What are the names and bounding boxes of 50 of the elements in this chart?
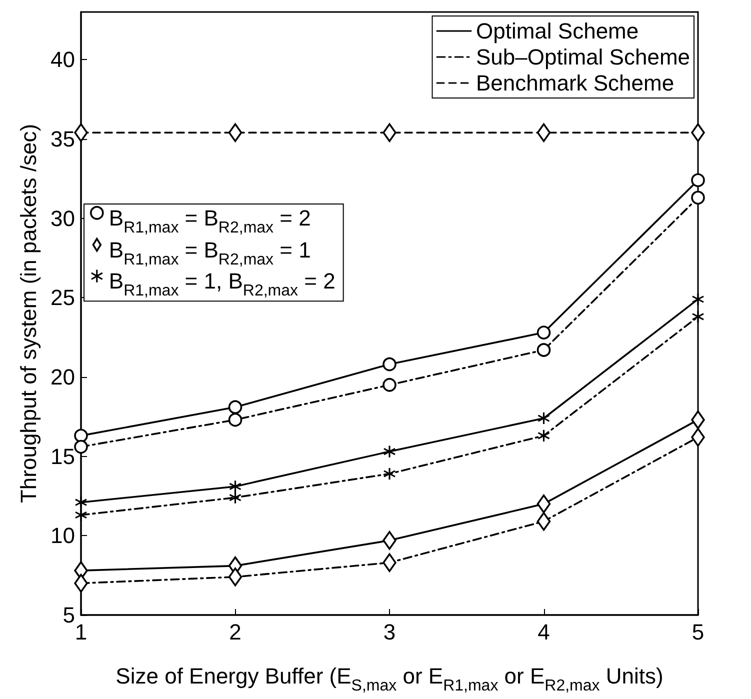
y-tick-label: 25 xyxy=(50,285,75,310)
point xyxy=(538,430,550,442)
point xyxy=(229,492,242,504)
point xyxy=(538,412,550,424)
point xyxy=(382,531,396,550)
y-tick-label: 5 xyxy=(62,602,75,628)
legend-label: Benchmark Scheme xyxy=(476,70,674,96)
point xyxy=(382,357,396,372)
point xyxy=(691,173,705,188)
point xyxy=(691,410,705,430)
x-tick-label: 5 xyxy=(692,620,704,644)
point xyxy=(691,428,705,447)
point xyxy=(382,378,396,392)
point xyxy=(74,428,88,443)
point xyxy=(75,496,87,508)
point xyxy=(75,509,87,521)
point xyxy=(692,310,704,322)
point xyxy=(74,440,88,454)
point xyxy=(74,574,88,593)
point xyxy=(382,123,396,142)
point xyxy=(228,412,242,427)
y-tick-label: 35 xyxy=(50,126,75,152)
x-tick-label: 3 xyxy=(383,620,396,644)
point xyxy=(536,326,551,340)
y-axis-title: Throughput of system (in packets /sec) xyxy=(16,124,42,504)
point xyxy=(228,400,242,414)
y-tick-label: 20 xyxy=(50,364,75,390)
point xyxy=(536,343,551,357)
point xyxy=(382,553,396,572)
point xyxy=(74,123,88,142)
point xyxy=(692,293,704,306)
point xyxy=(384,446,396,458)
point xyxy=(691,190,705,205)
x-tick-label: 1 xyxy=(74,620,88,644)
point xyxy=(228,568,242,586)
point xyxy=(228,123,242,142)
y-tick-label: 30 xyxy=(50,206,75,231)
x-tick-label: 2 xyxy=(229,620,242,644)
point xyxy=(229,480,242,492)
y-tick-label: 40 xyxy=(50,47,75,72)
point xyxy=(536,494,551,514)
legend-label: Optimal Scheme xyxy=(476,18,639,44)
legend-label: Sub–Optimal Scheme xyxy=(476,44,690,70)
point xyxy=(691,123,705,142)
x-tick-label: 4 xyxy=(538,620,550,644)
point xyxy=(384,468,396,480)
point xyxy=(536,123,551,142)
y-tick-label: 10 xyxy=(50,523,75,548)
point xyxy=(536,512,551,531)
y-tick-label: 15 xyxy=(50,444,75,469)
